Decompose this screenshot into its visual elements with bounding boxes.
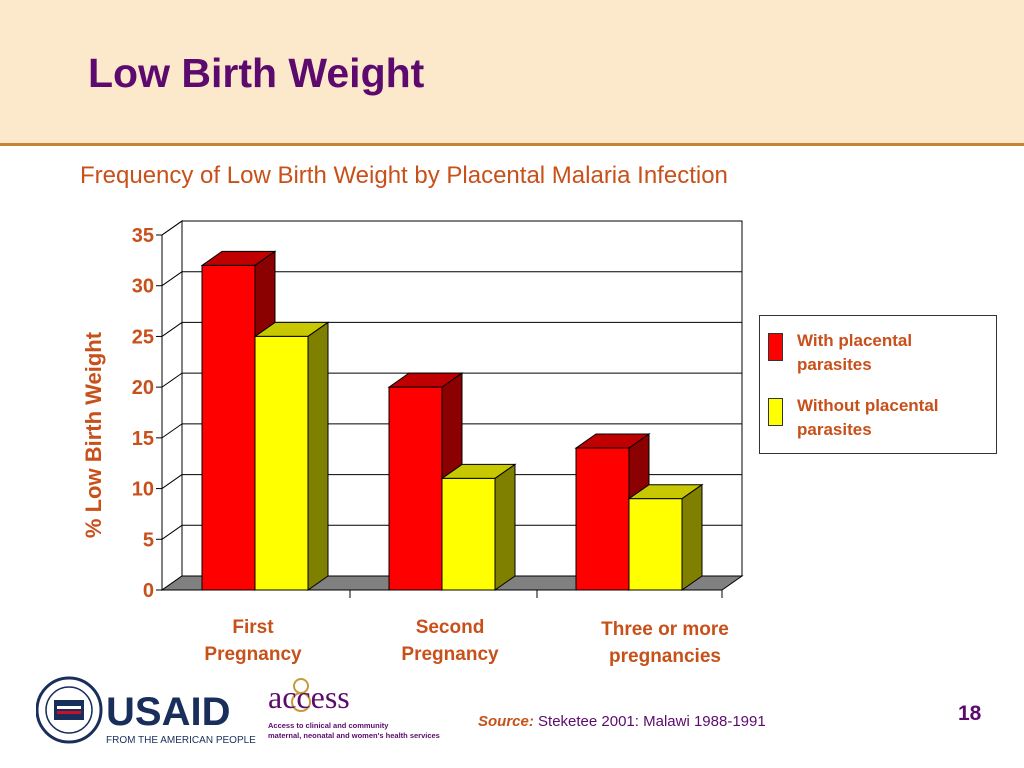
series-0-bar-0: [201, 264, 256, 591]
ytick-label-0: 0: [143, 580, 154, 602]
source-citation: Source: Steketee 2001: Malawi 1988-1991: [478, 713, 766, 730]
gridline-side-15: [161, 423, 183, 439]
usaid-wordmark: USAID: [106, 690, 230, 734]
chart-legend: With placental parasites Without placent…: [759, 315, 997, 454]
page-number: 18: [958, 702, 982, 725]
gridline-side-5: [161, 524, 183, 540]
series-1-bar-2: [628, 498, 683, 591]
plot-side-wall: [161, 220, 183, 591]
slide-title: Low Birth Weight: [88, 50, 425, 96]
access-tagline-1: Access to clinical and community: [268, 721, 389, 730]
ytick-label-20: 20: [132, 377, 154, 399]
access-wordmark: access: [268, 679, 350, 715]
series-1-bar-0: [254, 335, 309, 591]
series-1-bar-2-side: [681, 483, 703, 591]
legend-item-without-parasites: Without placental parasites: [768, 394, 977, 442]
legend-label-without-parasites-line2: parasites: [797, 420, 872, 439]
footer-logos: USAID FROM THE AMERICAN PEOPLE access Ac…: [36, 676, 440, 746]
source-prefix: Source:: [478, 713, 534, 730]
source-text: Steketee 2001: Malawi 1988-1991: [538, 713, 766, 730]
legend-label-with-parasites-line2: parasites: [797, 355, 872, 374]
chart-title: Frequency of Low Birth Weight by Placent…: [80, 162, 728, 189]
gridline-side-10: [161, 474, 183, 489]
category-label-first-line2: Pregnancy: [204, 644, 302, 665]
category-label-second-line1: Second: [415, 617, 485, 638]
access-tagline-2: maternal, neonatal and women's health se…: [268, 731, 440, 740]
ytick-label-10: 10: [132, 479, 154, 501]
title-band: Low Birth Weight: [0, 0, 1024, 146]
usaid-seal-icon: [36, 676, 103, 744]
ytick-label-15: 15: [132, 428, 154, 450]
gridline-side-20: [161, 372, 183, 388]
ytick-label-5: 5: [143, 529, 154, 551]
legend-swatch-without-parasites: [768, 398, 783, 426]
category-label-third-line1: Three or more: [601, 619, 729, 640]
gridline-side-30: [161, 271, 183, 287]
y-axis-label: % Low Birth Weight: [81, 331, 106, 538]
series-0-bar-1: [388, 386, 443, 591]
legend-swatch-with-parasites: [768, 333, 783, 361]
legend-label-without-parasites-line1: Without placental: [797, 396, 939, 415]
category-label-third-line2: pregnancies: [609, 646, 721, 667]
series-1-bar-1: [441, 477, 496, 591]
category-label-third: Three or more pregnancies: [565, 616, 765, 670]
ytick-label-35: 35: [132, 225, 154, 247]
gridline-side-35: [161, 220, 183, 236]
usaid-tagline: FROM THE AMERICAN PEOPLE: [106, 735, 256, 746]
category-label-first: First Pregnancy: [178, 614, 328, 668]
category-label-second-line2: Pregnancy: [401, 644, 499, 665]
category-label-second: Second Pregnancy: [375, 614, 525, 668]
category-label-first-line1: First: [232, 617, 274, 638]
access-logo-icon: [291, 678, 311, 712]
series-1-bar-1-side: [494, 463, 516, 591]
gridline-side-25: [161, 322, 183, 337]
series-0-bar-2: [575, 447, 630, 591]
ytick-label-25: 25: [132, 326, 154, 348]
ytick-label-30: 30: [132, 276, 154, 298]
legend-item-with-parasites: With placental parasites: [768, 329, 977, 377]
series-1-bar-0-side: [307, 321, 329, 591]
legend-label-with-parasites-line1: With placental: [797, 331, 913, 350]
